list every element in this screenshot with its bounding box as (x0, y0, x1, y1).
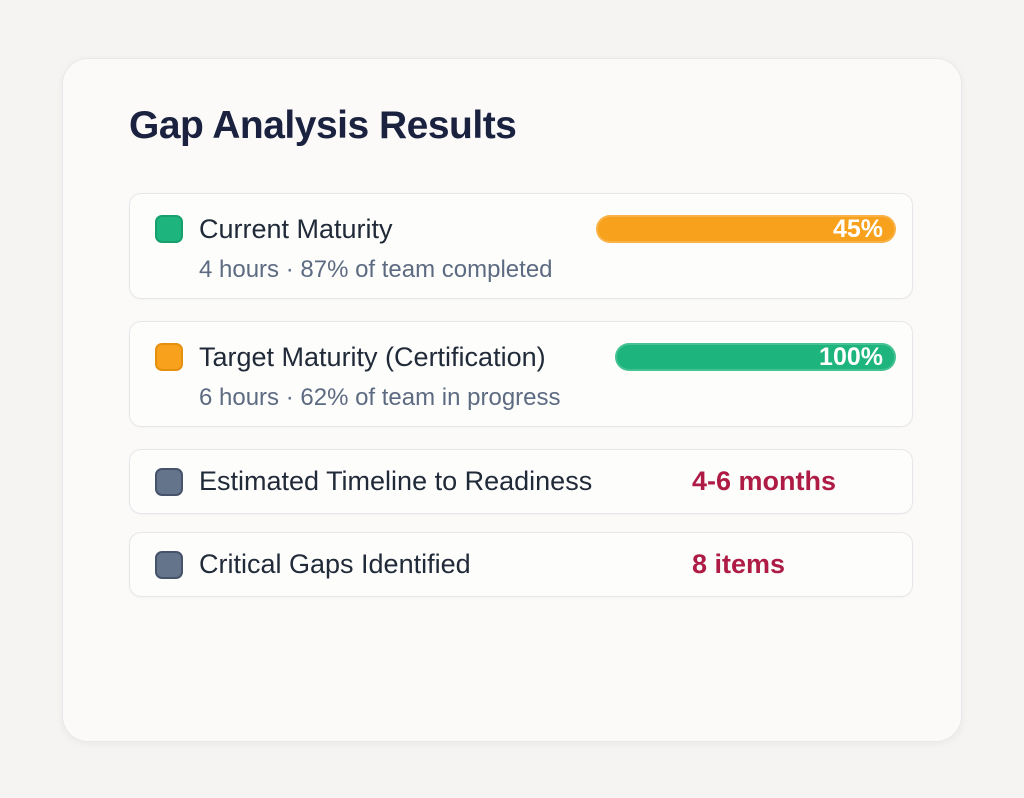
page-title: Gap Analysis Results (129, 104, 517, 147)
current-maturity-label: Current Maturity (199, 213, 393, 244)
target-maturity-bullet-icon (155, 343, 183, 371)
stat-row-timeline: Estimated Timeline to Readiness 4-6 mont… (129, 449, 913, 514)
critical-gaps-label: Critical Gaps Identified (199, 549, 471, 579)
current-maturity-progress-bar: 45% (596, 215, 896, 243)
critical-gaps-bullet-icon (155, 550, 183, 579)
target-maturity-subtext: 6 hours · 62% of team in progress (199, 384, 561, 411)
gap-analysis-card: Gap Analysis Results Current Maturity 45… (62, 58, 962, 742)
timeline-bullet-icon (155, 467, 183, 496)
timeline-value: 4-6 months (692, 466, 837, 496)
current-maturity-bullet-icon (155, 215, 183, 243)
target-maturity-label: Target Maturity (Certification) (199, 341, 546, 372)
target-maturity-progress-bar: 100% (615, 343, 896, 371)
stat-row-current-maturity: Current Maturity 45% 4 hours · 87% of te… (129, 193, 913, 299)
critical-gaps-value: 8 items (692, 549, 786, 579)
stat-row-target-maturity: Target Maturity (Certification) 100% 6 h… (129, 321, 913, 427)
current-maturity-subtext: 4 hours · 87% of team completed (199, 256, 553, 283)
timeline-label: Estimated Timeline to Readiness (199, 466, 593, 496)
stat-row-critical-gaps: Critical Gaps Identified 8 items (129, 532, 913, 597)
